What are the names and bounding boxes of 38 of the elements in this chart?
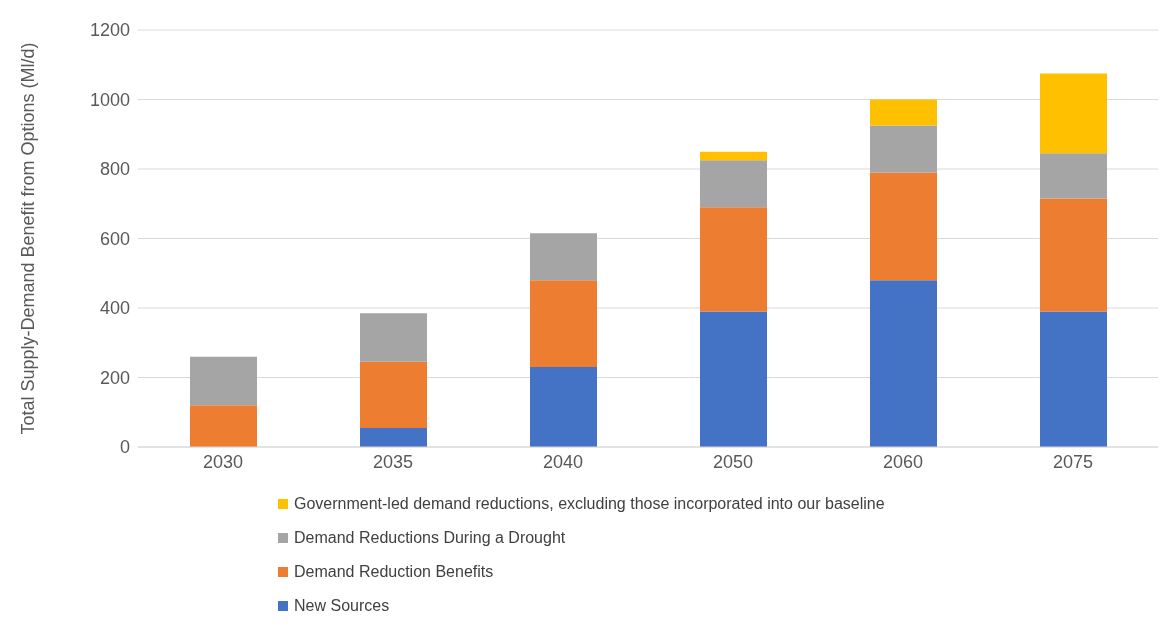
x-tick-label: 2075	[1052, 451, 1094, 472]
bar	[870, 125, 937, 173]
x-tick-label: 2030	[202, 451, 244, 472]
y-tick-label: 200	[99, 367, 130, 388]
bar	[530, 367, 597, 447]
legend-label: Demand Reductions During a Drought	[294, 529, 566, 547]
bar	[360, 361, 427, 428]
bar	[700, 151, 767, 161]
x-tick-label: 2060	[882, 451, 924, 472]
bar	[870, 280, 937, 447]
bar	[700, 160, 767, 208]
bar	[870, 172, 937, 281]
bar	[1040, 198, 1107, 312]
legend-label: New Sources	[294, 597, 390, 615]
bar	[360, 313, 427, 362]
bar	[700, 311, 767, 447]
bar	[530, 280, 597, 368]
bar	[530, 233, 597, 281]
y-tick-label: 400	[99, 298, 130, 319]
y-tick-label: 0	[119, 437, 130, 458]
bar	[1040, 153, 1107, 199]
bar	[1040, 311, 1107, 447]
y-tick-label: 1200	[89, 20, 130, 41]
legend-label: Demand Reduction Benefits	[294, 563, 494, 581]
bar	[700, 207, 767, 312]
x-tick-label: 2035	[372, 451, 414, 472]
y-tick-label: 1000	[89, 89, 130, 110]
bar	[190, 405, 257, 447]
legend-label: Government-led demand reductions, excluding those incorporated into our baseline	[294, 495, 885, 513]
bar	[1040, 73, 1107, 154]
bar	[360, 427, 427, 447]
bar	[870, 99, 937, 126]
x-tick-label: 2040	[542, 451, 584, 472]
y-axis-title: Total Supply-Demand Benefit from Options (Ml/d)	[18, 42, 39, 435]
bar	[190, 356, 257, 406]
y-tick-label: 800	[99, 159, 130, 180]
y-tick-label: 600	[99, 228, 130, 249]
x-tick-label: 2050	[712, 451, 754, 472]
